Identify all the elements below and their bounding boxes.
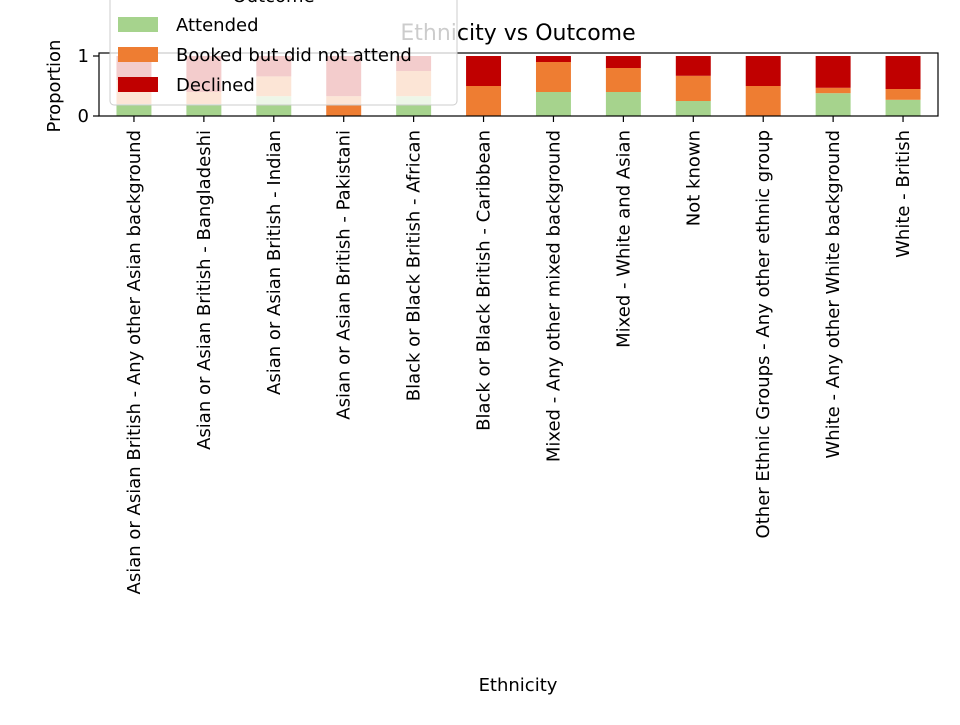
legend-entry: Attended <box>176 15 259 36</box>
y-axis-label: Proportion <box>44 40 65 133</box>
x-tick-label: White - Any other White background <box>823 130 844 459</box>
legend-swatch <box>118 17 158 32</box>
x-tick-label: Asian or Asian British - Indian <box>264 130 285 395</box>
bar-booked-not-attended-11 <box>885 89 921 100</box>
bar-attended-11 <box>885 99 921 116</box>
legend: Outcome Attended Booked but did not attend… <box>109 0 458 106</box>
x-tick-label: Other Ethnic Groups - Any other ethnic g… <box>753 130 774 538</box>
x-tick-label: Not known <box>683 130 704 226</box>
x-tick-label: Mixed - Any other mixed background <box>543 130 564 462</box>
y-axis: 01 <box>78 46 99 127</box>
x-tick-label: Mixed - White and Asian <box>613 130 634 348</box>
x-tick-label: White - British <box>893 130 914 258</box>
bar-declined-6 <box>535 56 571 62</box>
x-axis-label: Ethnicity <box>479 675 558 696</box>
legend-entry: Booked but did not attend <box>176 45 412 66</box>
bar-booked-not-attended-6 <box>535 62 571 92</box>
bar-attended-7 <box>605 92 641 116</box>
bar-booked-not-attended-8 <box>675 75 711 101</box>
x-axis: Asian or Asian British - Any other Asian… <box>124 116 914 594</box>
bar-declined-10 <box>815 56 851 88</box>
bar-declined-8 <box>675 56 711 76</box>
bar-declined-11 <box>885 56 921 89</box>
legend-entry: Declined <box>176 75 255 96</box>
bar-declined-9 <box>745 56 781 86</box>
x-tick-label: Asian or Asian British - Pakistani <box>334 130 355 420</box>
bar-booked-not-attended-5 <box>466 86 502 116</box>
plot-frame <box>98 52 939 117</box>
bar-booked-not-attended-7 <box>605 68 641 92</box>
bar-booked-not-attended-10 <box>815 87 851 94</box>
legend-swatch <box>118 47 158 62</box>
x-tick-label: Asian or Asian British - Any other Asian… <box>124 130 145 594</box>
legend-swatch <box>118 77 158 92</box>
x-tick-label: Black or Black British - African <box>404 130 425 401</box>
y-tick-label: 1 <box>78 46 89 67</box>
x-tick-label: Asian or Asian British - Bangladeshi <box>194 130 215 450</box>
bar-attended-10 <box>815 93 851 116</box>
bar-declined-7 <box>605 56 641 68</box>
legend-box <box>109 0 458 106</box>
bar-attended-8 <box>675 101 711 116</box>
bar-attended-6 <box>535 92 571 116</box>
legend-title: Outcome <box>232 0 314 7</box>
bar-declined-5 <box>466 56 502 86</box>
bar-attended-0 <box>116 104 152 116</box>
y-tick-label: 0 <box>78 106 89 127</box>
bar-booked-not-attended-9 <box>745 86 781 116</box>
bar-attended-1 <box>186 104 222 116</box>
x-tick-label: Black or Black British - Caribbean <box>474 130 495 431</box>
